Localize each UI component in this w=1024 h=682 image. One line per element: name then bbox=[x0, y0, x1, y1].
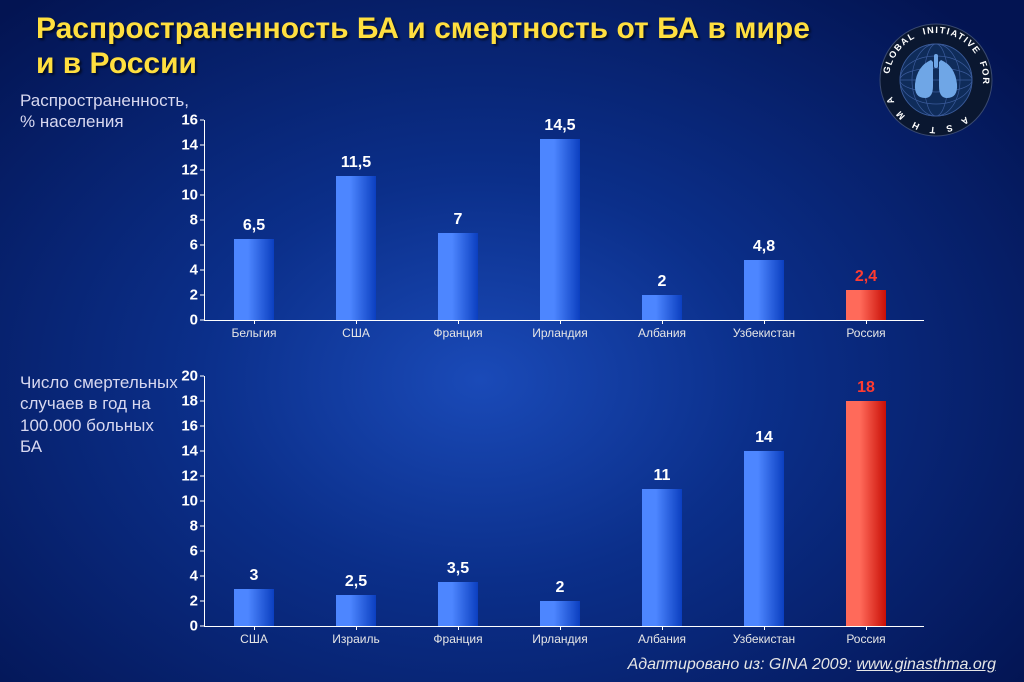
chart2-category-label: Россия bbox=[846, 632, 885, 646]
chart2-ytick: 6 bbox=[190, 543, 198, 560]
chart1-ytick: 0 bbox=[190, 312, 198, 329]
chart1-category-label: Россия bbox=[846, 326, 885, 340]
chart1-category-label: Франция bbox=[433, 326, 482, 340]
mortality-chart: 024681012141618203США2,5Израиль3,5Франци… bbox=[204, 376, 924, 626]
chart2-ylabel: Число смертельных случаев в год на 100.0… bbox=[20, 372, 180, 457]
chart1-value-label: 4,8 bbox=[753, 238, 775, 256]
chart2-ytick: 10 bbox=[181, 493, 198, 510]
chart1-bar: 6,5 bbox=[234, 239, 274, 320]
chart2-ytick: 20 bbox=[181, 368, 198, 385]
chart2-bar: 14 bbox=[744, 451, 784, 626]
chart2-value-label: 2,5 bbox=[345, 573, 367, 591]
chart1-ylabel: Распространенность, % населения bbox=[20, 90, 180, 133]
chart2-value-label: 18 bbox=[857, 379, 875, 397]
chart1-value-label: 14,5 bbox=[544, 117, 575, 135]
chart1-bar: 14,5 bbox=[540, 139, 580, 320]
chart1-value-label: 2 bbox=[658, 273, 667, 291]
chart2-bar: 11 bbox=[642, 489, 682, 627]
slide-title: Распространенность БА и смертность от БА… bbox=[36, 12, 824, 81]
chart1-ytick: 16 bbox=[181, 112, 198, 129]
footer-link[interactable]: www.ginasthma.org bbox=[856, 656, 996, 673]
footer-citation: Адаптировано из: GINA 2009: www.ginasthm… bbox=[628, 656, 996, 674]
chart1-ytick: 4 bbox=[190, 262, 198, 279]
chart1-category-label: Ирландия bbox=[532, 326, 587, 340]
chart2-xaxis bbox=[204, 626, 924, 627]
chart1-category-label: США bbox=[342, 326, 370, 340]
chart2-category-label: Франция bbox=[433, 632, 482, 646]
chart1-yaxis bbox=[204, 120, 205, 320]
chart2-value-label: 11 bbox=[654, 467, 671, 485]
chart2-ytick: 4 bbox=[190, 568, 198, 585]
chart1-bar: 2,4 bbox=[846, 290, 886, 320]
chart2-bar: 3 bbox=[234, 589, 274, 627]
chart1-xaxis bbox=[204, 320, 924, 321]
chart1-ytick: 8 bbox=[190, 212, 198, 229]
chart2-bar: 2 bbox=[540, 601, 580, 626]
chart1-value-label: 11,5 bbox=[341, 154, 371, 172]
chart2-category-label: Израиль bbox=[332, 632, 379, 646]
chart1-category-label: Бельгия bbox=[232, 326, 277, 340]
chart2-ytick: 18 bbox=[181, 393, 198, 410]
chart2-ytick: 16 bbox=[181, 418, 198, 435]
chart2-category-label: США bbox=[240, 632, 268, 646]
chart1-ytick: 2 bbox=[190, 287, 198, 304]
chart2-value-label: 14 bbox=[755, 429, 773, 447]
chart1-category-label: Узбекистан bbox=[733, 326, 795, 340]
chart1-value-label: 7 bbox=[454, 211, 463, 229]
chart2-yaxis bbox=[204, 376, 205, 626]
chart1-value-label: 2,4 bbox=[855, 268, 877, 286]
chart1-bar: 4,8 bbox=[744, 260, 784, 320]
chart1-value-label: 6,5 bbox=[243, 217, 265, 235]
chart1-category-label: Албания bbox=[638, 326, 686, 340]
chart2-ytick: 12 bbox=[181, 468, 198, 485]
prevalence-chart: 02468101214166,5Бельгия11,5США7Франция14… bbox=[204, 120, 924, 320]
chart2-value-label: 2 bbox=[556, 579, 565, 597]
footer-prefix: Адаптировано из: GINA 2009: bbox=[628, 656, 857, 673]
chart2-value-label: 3,5 bbox=[447, 560, 469, 578]
chart2-bar: 18 bbox=[846, 401, 886, 626]
chart2-category-label: Узбекистан bbox=[733, 632, 795, 646]
chart1-ytick: 6 bbox=[190, 237, 198, 254]
chart2-ytick: 14 bbox=[181, 443, 198, 460]
chart2-ytick: 0 bbox=[190, 618, 198, 635]
chart2-value-label: 3 bbox=[250, 567, 259, 585]
chart1-ytick: 14 bbox=[181, 137, 198, 154]
chart1-bar: 11,5 bbox=[336, 176, 376, 320]
chart2-ytick: 8 bbox=[190, 518, 198, 535]
chart1-ytick: 10 bbox=[181, 187, 198, 204]
chart2-category-label: Албания bbox=[638, 632, 686, 646]
chart2-category-label: Ирландия bbox=[532, 632, 587, 646]
chart2-bar: 2,5 bbox=[336, 595, 376, 626]
chart1-bar: 7 bbox=[438, 233, 478, 321]
chart1-bar: 2 bbox=[642, 295, 682, 320]
chart2-ytick: 2 bbox=[190, 593, 198, 610]
chart2-bar: 3,5 bbox=[438, 582, 478, 626]
chart1-ytick: 12 bbox=[181, 162, 198, 179]
